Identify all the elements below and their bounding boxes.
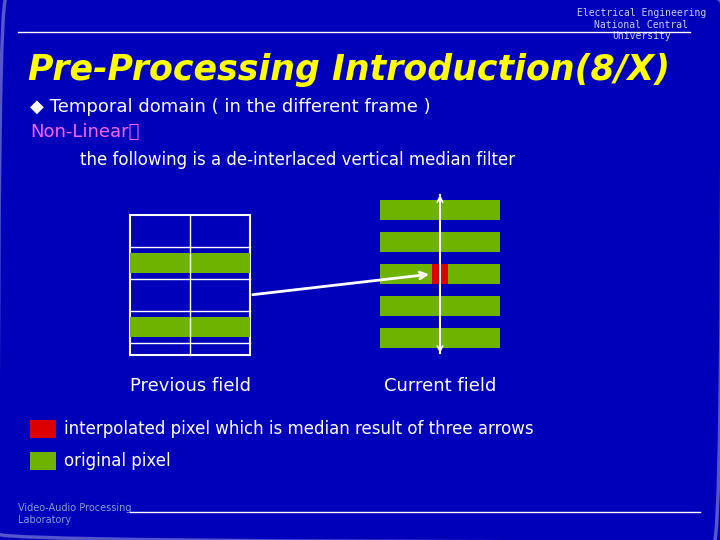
Bar — [380, 296, 500, 316]
Text: interpolated pixel which is median result of three arrows: interpolated pixel which is median resul… — [64, 420, 534, 438]
Bar — [380, 328, 500, 348]
Bar — [432, 264, 448, 284]
Text: Video-Audio Processing
Laboratory: Video-Audio Processing Laboratory — [18, 503, 132, 525]
Bar — [30, 420, 56, 438]
Text: ◆ Temporal domain ( in the different frame ): ◆ Temporal domain ( in the different fra… — [30, 98, 431, 116]
Text: Electrical Engineering
National Central
University: Electrical Engineering National Central … — [577, 8, 706, 41]
Bar — [130, 215, 250, 355]
Bar — [130, 317, 250, 337]
Text: the following is a de-interlaced vertical median filter: the following is a de-interlaced vertica… — [80, 151, 515, 169]
Text: Current field: Current field — [384, 377, 496, 395]
Text: Non-Linear：: Non-Linear： — [30, 123, 140, 141]
Bar — [380, 200, 500, 220]
Text: Previous field: Previous field — [130, 377, 251, 395]
Text: Pre-Processing Introduction(8/X): Pre-Processing Introduction(8/X) — [28, 53, 670, 87]
Bar — [30, 452, 56, 470]
Text: original pixel: original pixel — [64, 452, 171, 470]
Bar — [380, 264, 500, 284]
Bar — [380, 232, 500, 252]
Bar — [130, 253, 250, 273]
